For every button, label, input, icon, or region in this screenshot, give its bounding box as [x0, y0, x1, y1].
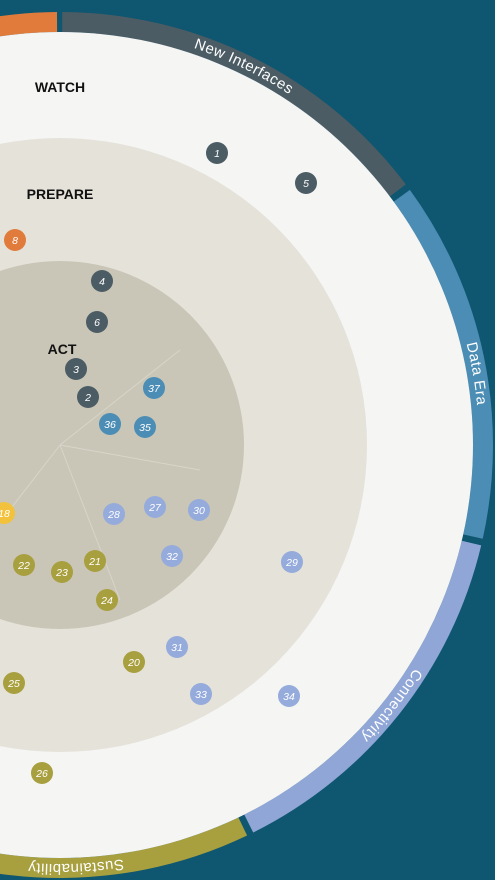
quadrant-band [0, 12, 493, 878]
blip-number: 6 [94, 317, 100, 329]
blip-number: 23 [55, 567, 68, 579]
blip [161, 545, 183, 567]
blip-number: 22 [17, 560, 30, 572]
blip-number: 21 [88, 556, 101, 568]
blip [278, 685, 300, 707]
blip-number: 4 [99, 276, 105, 288]
blip-number: 24 [100, 595, 113, 607]
blip [206, 142, 228, 164]
ring-label: ACT [48, 341, 77, 357]
blip [295, 172, 317, 194]
blip-number: 30 [193, 505, 205, 517]
band-segment [0, 817, 248, 878]
band-segment [393, 189, 493, 539]
blip [96, 589, 118, 611]
blip [3, 672, 25, 694]
blip-number: 20 [127, 657, 140, 669]
blip [281, 551, 303, 573]
blip-number: 37 [148, 383, 161, 395]
blip [134, 416, 156, 438]
blip [143, 377, 165, 399]
blip-number: 18 [0, 508, 10, 520]
blip-number: 34 [283, 691, 295, 703]
blip-number: 33 [195, 689, 207, 701]
blip [77, 386, 99, 408]
blip-number: 31 [171, 642, 183, 654]
act-ring [0, 261, 244, 629]
blip-number: 25 [7, 678, 20, 690]
blip-number: 8 [12, 235, 18, 247]
band-segment [62, 12, 406, 197]
band-segment [244, 540, 482, 833]
blip [31, 762, 53, 784]
blip [188, 499, 210, 521]
blip [4, 229, 26, 251]
blip [144, 496, 166, 518]
band-segment [0, 12, 58, 37]
blip [91, 270, 113, 292]
blip [190, 683, 212, 705]
blip [51, 561, 73, 583]
blip-number: 32 [166, 551, 178, 563]
blip [13, 554, 35, 576]
blip [0, 502, 15, 524]
blip-number: 26 [35, 768, 48, 780]
blip [166, 636, 188, 658]
blip [86, 311, 108, 333]
blip-number: 28 [107, 509, 120, 521]
ring-label: PREPARE [27, 186, 94, 202]
blip [123, 651, 145, 673]
blip-number: 27 [148, 502, 162, 514]
quadrant-label-text: Sustainability [27, 855, 124, 877]
blip-number: 36 [104, 419, 116, 431]
blip-number: 3 [73, 364, 79, 376]
blip-number: 35 [139, 422, 151, 434]
ring-label: WATCH [35, 79, 85, 95]
blip [65, 358, 87, 380]
blip [99, 413, 121, 435]
blip [84, 550, 106, 572]
blip-number: 5 [303, 178, 309, 190]
quadrant-label: Sustainability [27, 855, 125, 877]
blip-number: 2 [84, 392, 91, 404]
blip-number: 29 [285, 557, 298, 569]
blip [103, 503, 125, 525]
sector-lines [0, 349, 201, 601]
blip-number: 1 [214, 148, 220, 160]
